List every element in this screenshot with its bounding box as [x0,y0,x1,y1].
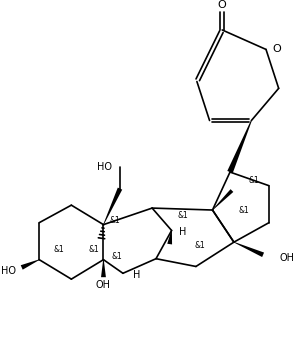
Polygon shape [103,188,122,225]
Text: O: O [218,0,227,10]
Text: &1: &1 [110,216,121,225]
Polygon shape [227,120,252,173]
Polygon shape [101,260,106,277]
Text: &1: &1 [195,241,205,249]
Text: &1: &1 [112,252,122,261]
Text: &1: &1 [88,245,99,255]
Polygon shape [234,242,264,257]
Text: HO: HO [97,162,112,172]
Text: OH: OH [96,280,111,290]
Text: H: H [179,227,187,237]
Polygon shape [212,189,233,210]
Text: O: O [273,44,281,54]
Polygon shape [167,231,172,244]
Text: H: H [133,270,140,280]
Text: OH: OH [280,253,295,263]
Text: &1: &1 [238,207,249,216]
Text: &1: &1 [53,245,64,255]
Polygon shape [21,259,39,270]
Text: &1: &1 [249,176,260,185]
Text: HO: HO [1,266,16,276]
Text: &1: &1 [178,211,189,220]
